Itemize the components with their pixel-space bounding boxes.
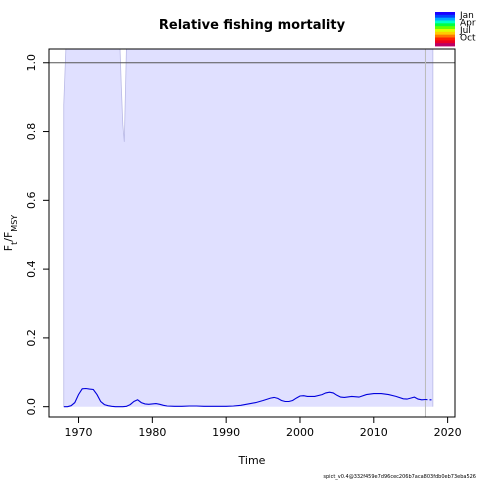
y-tick-label: 0.2 xyxy=(25,329,38,347)
legend-color-cell xyxy=(435,29,455,33)
x-tick-label: 1990 xyxy=(212,426,240,439)
y-label-main: F xyxy=(2,245,15,251)
reference-layer xyxy=(49,49,455,417)
series-layer xyxy=(63,387,433,408)
legend-color-cell xyxy=(435,37,455,41)
legend-color-cell xyxy=(435,26,455,30)
y-axis: 0.0 0.2 0.4 0.6 0.8 1.0 xyxy=(25,54,49,415)
y-label-sub-t: t xyxy=(10,242,19,245)
x-tick-label: 2010 xyxy=(360,426,388,439)
y-axis-label: Ft/FMSY xyxy=(2,215,19,251)
legend-color-cell xyxy=(435,31,455,36)
x-tick-label: 2000 xyxy=(286,426,314,439)
x-tick-label: 1980 xyxy=(138,426,166,439)
confidence-band-layer xyxy=(63,49,434,407)
legend-label-jul: Jul xyxy=(459,26,471,36)
y-tick-label: 1.0 xyxy=(25,54,38,72)
y-tick-label: 0.8 xyxy=(25,123,38,141)
legend-color-cell xyxy=(435,43,455,47)
legend-color-cell xyxy=(435,12,455,16)
confidence-band-upper-edge xyxy=(63,49,127,142)
legend-color-cell xyxy=(435,14,455,19)
legend-color-cell xyxy=(435,34,455,38)
chart-title: Relative fishing mortality xyxy=(159,18,346,33)
x-tick-label: 2020 xyxy=(434,426,462,439)
y-tick-label: 0.0 xyxy=(25,398,38,416)
confidence-band xyxy=(63,49,433,407)
legend-color-cell xyxy=(435,40,455,44)
x-axis: 1970 1980 1990 2000 2010 2020 xyxy=(65,416,462,439)
legend-color-cell xyxy=(435,23,455,27)
legend-label-oct: Oct xyxy=(460,34,476,44)
y-label-sub-msy: MSY xyxy=(10,215,19,232)
y-label-sep: /F xyxy=(2,232,15,242)
x-tick-label: 1970 xyxy=(65,426,93,439)
legend-label-apr: Apr xyxy=(460,19,476,29)
y-tick-label: 0.6 xyxy=(25,192,38,210)
legend-label-jan: Jan xyxy=(459,11,474,21)
legend-color-cell xyxy=(435,20,455,24)
series-line-estimate xyxy=(63,387,426,408)
y-tick-label: 0.4 xyxy=(25,260,38,278)
x-axis-label: Time xyxy=(238,454,266,467)
version-footer: spict_v0.4@332f459e7d96cec206b7aca803fdb… xyxy=(323,474,476,480)
legend-color-cell xyxy=(435,17,455,21)
